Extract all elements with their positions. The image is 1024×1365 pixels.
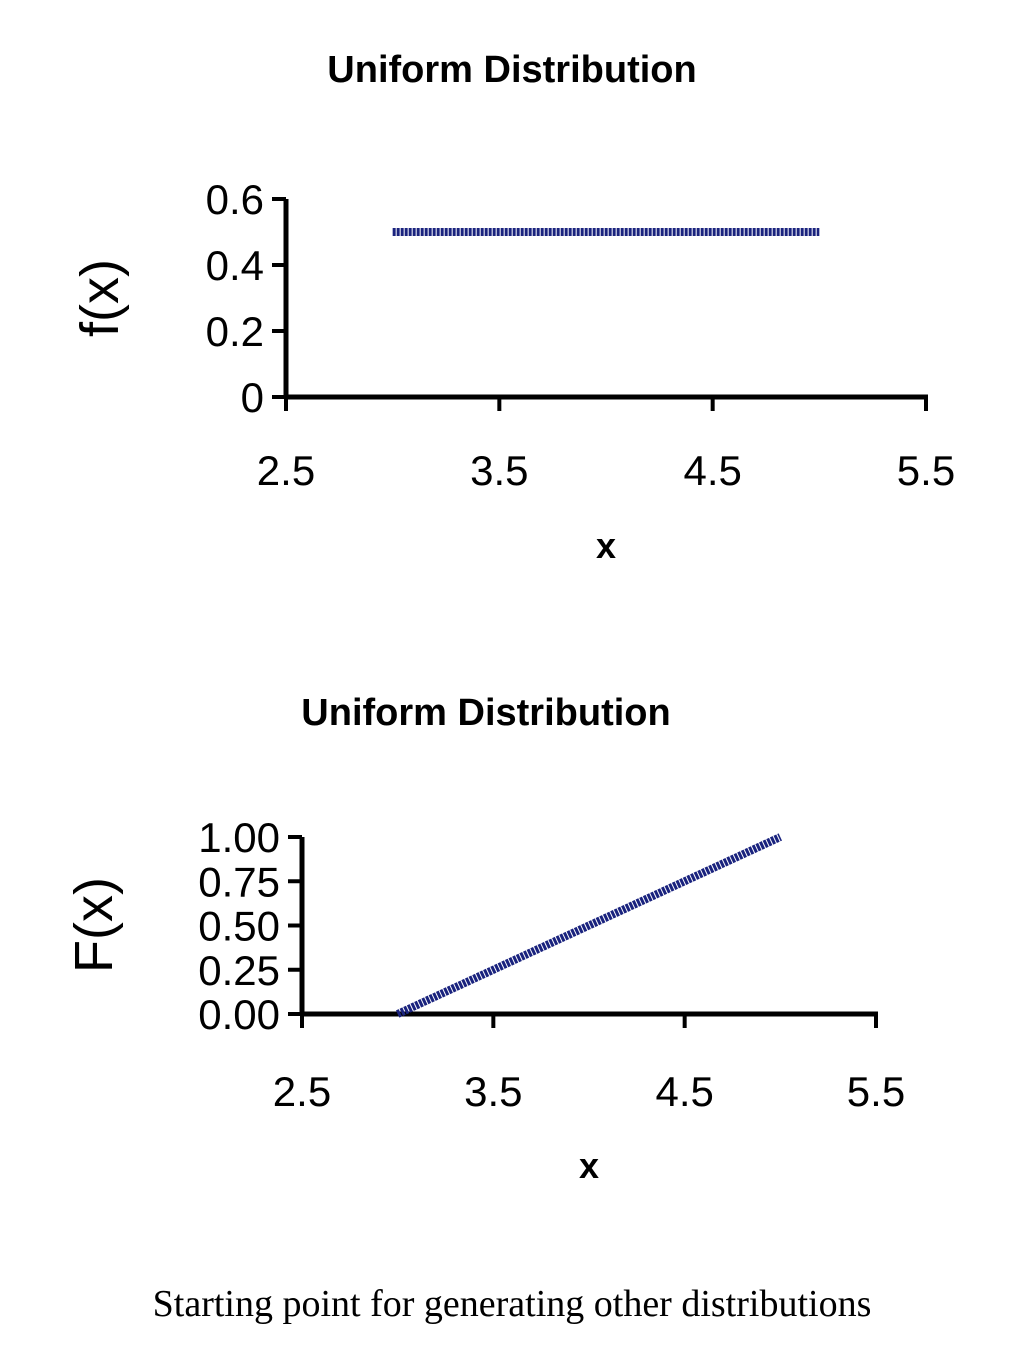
chart2-title: Uniform Distribution: [301, 692, 670, 734]
chart2-y-tick-label: 0.25: [198, 947, 280, 994]
chart2-y-tick-label: 1.00: [198, 814, 280, 861]
chart1-y-axis-label: f(x): [70, 259, 130, 337]
chart2-y-tick-label: 0.75: [198, 858, 280, 905]
chart1-y-tick-label: 0.4: [206, 242, 264, 289]
chart1-x-tick-label: 2.5: [257, 447, 315, 494]
chart2-y-tick-label: 0.00: [198, 991, 280, 1038]
chart2-y-axis-label: F(x): [64, 877, 124, 973]
chart1-y-tick-label: 0: [241, 374, 264, 421]
chart2-series-line: [395, 833, 783, 1018]
chart1-x-tick-label: 3.5: [470, 447, 528, 494]
chart2-x-tick-label: 2.5: [273, 1068, 331, 1115]
chart2-y-tick-label: 0.50: [198, 903, 280, 950]
chart2-x-tick-label: 4.5: [655, 1068, 713, 1115]
chart1-y-tick-label: 0.2: [206, 308, 264, 355]
chart1-x-axis-label: x: [596, 525, 616, 566]
chart1-title: Uniform Distribution: [327, 49, 696, 91]
chart2-x-tick-label: 5.5: [847, 1068, 905, 1115]
chart1-x-tick-label: 5.5: [897, 447, 955, 494]
caption-text: Starting point for generating other dist…: [152, 1283, 872, 1325]
chart1-y-tick-label: 0.6: [206, 176, 264, 223]
chart2-x-axis-label: x: [579, 1145, 599, 1186]
chart2-x-tick-label: 3.5: [464, 1068, 522, 1115]
chart1-x-tick-label: 4.5: [683, 447, 741, 494]
